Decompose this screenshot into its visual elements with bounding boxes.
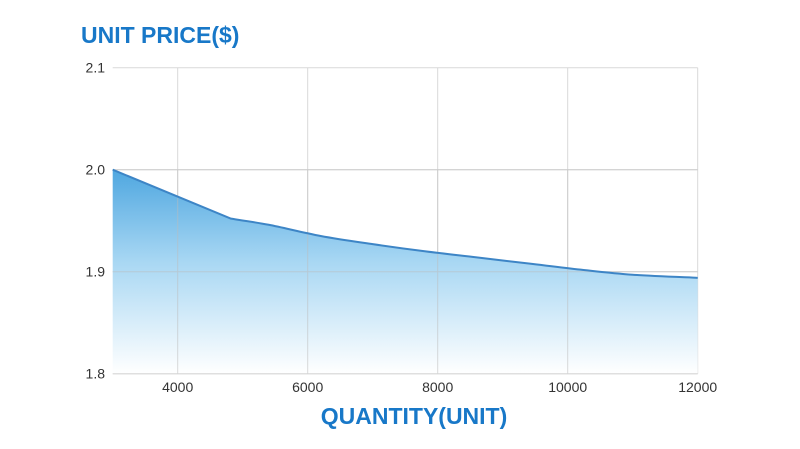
svg-text:8000: 8000 — [422, 379, 453, 395]
svg-text:1.8: 1.8 — [86, 366, 106, 382]
svg-text:QUANTITY(UNIT): QUANTITY(UNIT) — [321, 403, 508, 429]
svg-text:2.1: 2.1 — [86, 60, 106, 76]
svg-text:1.9: 1.9 — [86, 264, 106, 280]
svg-text:UNIT PRICE($): UNIT PRICE($) — [81, 22, 239, 48]
svg-text:2.0: 2.0 — [86, 162, 106, 178]
svg-text:6000: 6000 — [292, 379, 323, 395]
svg-text:4000: 4000 — [162, 379, 193, 395]
svg-text:10000: 10000 — [548, 379, 587, 395]
svg-text:12000: 12000 — [678, 379, 717, 395]
